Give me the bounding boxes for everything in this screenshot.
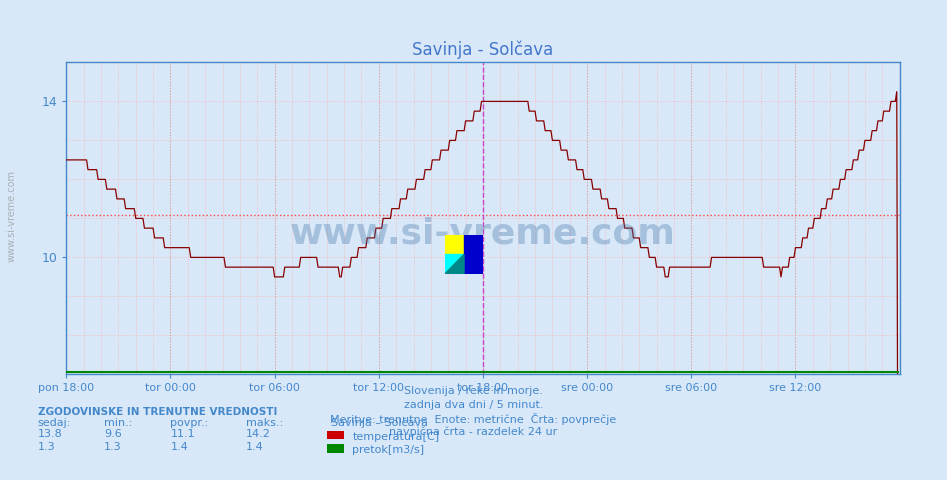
Text: 1.4: 1.4 — [170, 442, 188, 452]
Text: www.si-vreme.com: www.si-vreme.com — [7, 170, 16, 262]
Bar — [445, 235, 464, 254]
Text: Slovenija / reke in morje.: Slovenija / reke in morje. — [404, 386, 543, 396]
Text: povpr.:: povpr.: — [170, 418, 208, 428]
Text: 1.3: 1.3 — [104, 442, 122, 452]
Text: www.si-vreme.com: www.si-vreme.com — [290, 217, 676, 251]
Text: pretok[m3/s]: pretok[m3/s] — [352, 445, 424, 455]
Text: Savinja – Solčava: Savinja – Solčava — [331, 418, 428, 428]
Text: Meritve: trenutne  Enote: metrične  Črta: povprečje: Meritve: trenutne Enote: metrične Črta: … — [331, 413, 616, 425]
Bar — [464, 235, 483, 274]
Text: ZGODOVINSKE IN TRENUTNE VREDNOSTI: ZGODOVINSKE IN TRENUTNE VREDNOSTI — [38, 407, 277, 417]
Text: 9.6: 9.6 — [104, 429, 122, 439]
Text: 1.3: 1.3 — [38, 442, 56, 452]
Text: sedaj:: sedaj: — [38, 418, 71, 428]
Polygon shape — [445, 254, 464, 274]
Text: 11.1: 11.1 — [170, 429, 195, 439]
Text: 13.8: 13.8 — [38, 429, 63, 439]
Text: zadnja dva dni / 5 minut.: zadnja dva dni / 5 minut. — [403, 400, 544, 410]
Text: maks.:: maks.: — [246, 418, 283, 428]
Text: navpična črta - razdelek 24 ur: navpična črta - razdelek 24 ur — [389, 427, 558, 437]
Title: Savinja - Solčava: Savinja - Solčava — [412, 41, 554, 60]
Text: min.:: min.: — [104, 418, 133, 428]
Bar — [445, 254, 464, 274]
Text: 14.2: 14.2 — [246, 429, 271, 439]
Text: 1.4: 1.4 — [246, 442, 264, 452]
Text: temperatura[C]: temperatura[C] — [352, 432, 439, 442]
